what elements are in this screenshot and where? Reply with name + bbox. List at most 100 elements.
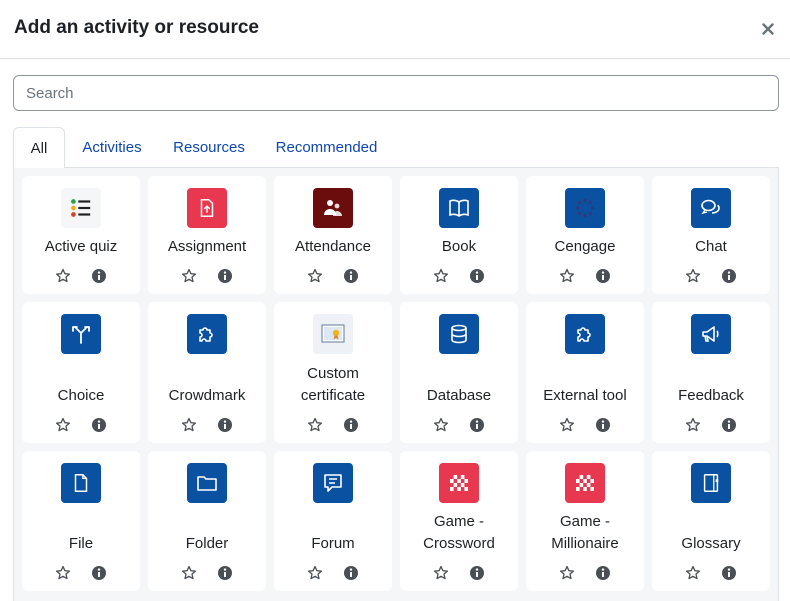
info-icon[interactable] — [343, 417, 359, 433]
module-label: Game - — [433, 513, 484, 530]
module-card-book[interactable]: Book — [400, 176, 518, 294]
star-icon[interactable] — [559, 565, 575, 581]
list-icon — [61, 188, 101, 228]
module-label: Crossword — [423, 535, 495, 552]
module-label: Crowdmark — [168, 387, 246, 404]
module-label: Millionaire — [551, 535, 619, 552]
info-icon[interactable] — [217, 268, 233, 284]
info-icon[interactable] — [91, 565, 107, 581]
module-label: External tool — [543, 387, 627, 404]
module-card-game-millionaire[interactable]: Game - Millionaire — [526, 451, 644, 591]
info-icon[interactable] — [217, 417, 233, 433]
tab-recommended[interactable]: Recommended — [275, 139, 378, 156]
module-label: Custom — [307, 365, 359, 382]
star-icon[interactable] — [433, 417, 449, 433]
star-icon[interactable] — [307, 565, 323, 581]
megaphone-icon — [691, 314, 731, 354]
module-label: certificate — [300, 387, 366, 404]
close-icon[interactable] — [758, 19, 778, 39]
file-upload-icon — [187, 188, 227, 228]
star-icon[interactable] — [433, 565, 449, 581]
star-icon[interactable] — [307, 417, 323, 433]
forum-icon — [313, 463, 353, 503]
star-icon[interactable] — [55, 565, 71, 581]
module-grid: Active quiz Assignment Attendance Book Cenga… — [13, 168, 779, 601]
module-card-attendance[interactable]: Attendance — [274, 176, 392, 294]
module-card-folder[interactable]: Folder — [148, 451, 266, 591]
module-card-chat[interactable]: Chat — [652, 176, 770, 294]
folder-icon — [187, 463, 227, 503]
star-icon[interactable] — [55, 268, 71, 284]
info-icon[interactable] — [721, 417, 737, 433]
star-icon[interactable] — [55, 417, 71, 433]
puzzle-icon — [187, 314, 227, 354]
module-label: Folder — [185, 535, 229, 552]
star-icon[interactable] — [181, 417, 197, 433]
module-label: Game - — [559, 513, 610, 530]
signpost-icon — [61, 314, 101, 354]
tab-all[interactable]: All — [13, 127, 65, 169]
module-card-glossary[interactable]: Glossary — [652, 451, 770, 591]
module-label: Chat — [695, 238, 727, 255]
module-card-file[interactable]: File — [22, 451, 140, 591]
star-icon[interactable] — [685, 268, 701, 284]
info-icon[interactable] — [217, 565, 233, 581]
info-icon[interactable] — [721, 268, 737, 284]
module-card-crowdmark[interactable]: Crowdmark — [148, 302, 266, 443]
info-icon[interactable] — [469, 268, 485, 284]
people-icon — [313, 188, 353, 228]
info-icon[interactable] — [595, 565, 611, 581]
search-input[interactable] — [13, 75, 779, 111]
module-card-forum[interactable]: Forum — [274, 451, 392, 591]
info-icon[interactable] — [343, 268, 359, 284]
star-icon[interactable] — [433, 268, 449, 284]
star-icon[interactable] — [559, 417, 575, 433]
module-label: Assignment — [167, 238, 247, 255]
file-icon — [61, 463, 101, 503]
module-card-custom-certificate[interactable]: Custom certificate — [274, 302, 392, 443]
chat-icon — [691, 188, 731, 228]
checkerboard-icon — [565, 463, 605, 503]
info-icon[interactable] — [91, 417, 107, 433]
info-icon[interactable] — [91, 268, 107, 284]
module-label: Active quiz — [44, 238, 118, 255]
module-card-assignment[interactable]: Assignment — [148, 176, 266, 294]
star-icon[interactable] — [307, 268, 323, 284]
module-card-cengage[interactable]: Cengage — [526, 176, 644, 294]
star-icon[interactable] — [685, 565, 701, 581]
tab-activities[interactable]: Activities — [82, 139, 142, 156]
info-icon[interactable] — [343, 565, 359, 581]
module-label: Book — [441, 238, 477, 255]
star-icon[interactable] — [685, 417, 701, 433]
tab-resources[interactable]: Resources — [173, 139, 245, 156]
book-icon — [439, 188, 479, 228]
info-icon[interactable] — [721, 565, 737, 581]
module-label: File — [68, 535, 94, 552]
info-icon[interactable] — [595, 417, 611, 433]
star-icon[interactable] — [181, 268, 197, 284]
modal-title: Add an activity or resource — [14, 17, 259, 38]
info-icon[interactable] — [595, 268, 611, 284]
module-label: Cengage — [554, 238, 616, 255]
module-label: Choice — [57, 387, 105, 404]
module-label: Feedback — [678, 387, 744, 404]
module-label: Glossary — [681, 535, 741, 552]
module-label: Attendance — [295, 238, 371, 255]
module-card-feedback[interactable]: Feedback — [652, 302, 770, 443]
info-icon[interactable] — [469, 417, 485, 433]
module-card-external-tool[interactable]: External tool — [526, 302, 644, 443]
module-card-active-quiz[interactable]: Active quiz — [22, 176, 140, 294]
modal-header: Add an activity or resource — [0, 0, 790, 59]
star-icon[interactable] — [181, 565, 197, 581]
checkerboard-icon — [439, 463, 479, 503]
module-card-database[interactable]: Database — [400, 302, 518, 443]
tab-bar: All Activities Resources Recommended — [13, 127, 779, 169]
module-label: Forum — [311, 535, 355, 552]
star-icon[interactable] — [559, 268, 575, 284]
glossary-icon — [691, 463, 731, 503]
module-card-game-crossword[interactable]: Game - Crossword — [400, 451, 518, 591]
database-icon — [439, 314, 479, 354]
info-icon[interactable] — [469, 565, 485, 581]
puzzle-icon — [565, 314, 605, 354]
module-card-choice[interactable]: Choice — [22, 302, 140, 443]
